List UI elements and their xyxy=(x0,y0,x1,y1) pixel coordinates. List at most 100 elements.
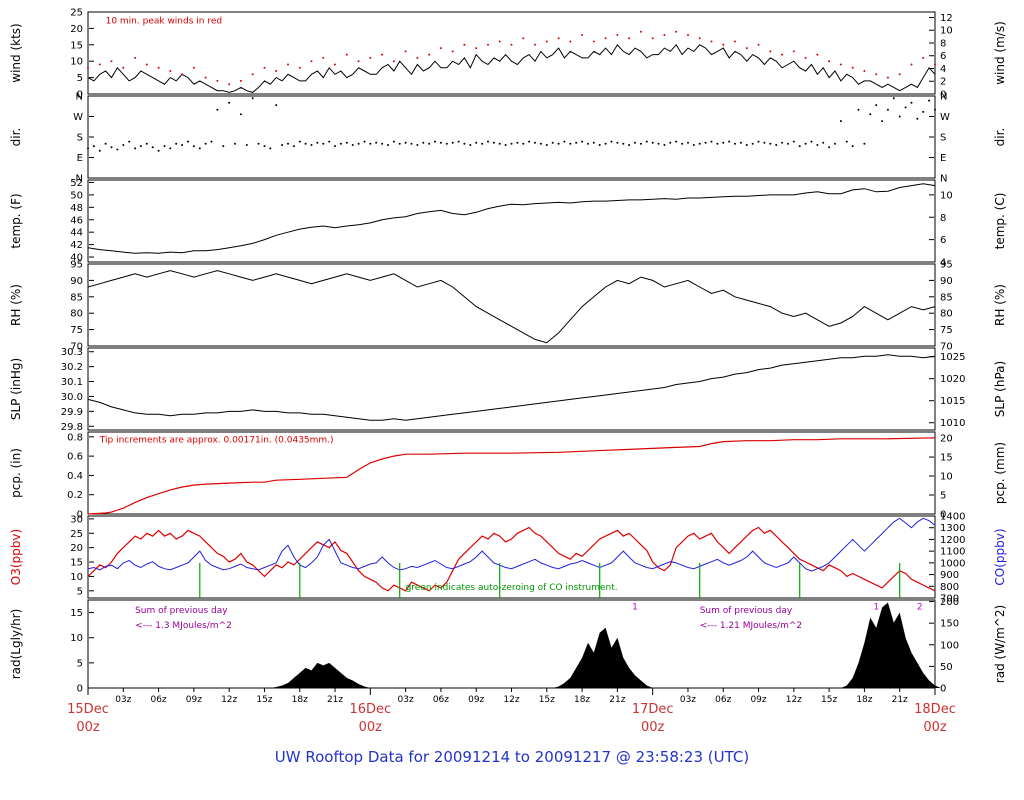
right-tick-label: 1025 xyxy=(940,352,965,363)
left-tick-label: 15 xyxy=(70,558,83,569)
left-tick-label: 40 xyxy=(70,253,83,264)
left-tick-label: 0.8 xyxy=(67,432,83,443)
right-tick-label: 1015 xyxy=(940,396,965,407)
hour-tick-label: 09z xyxy=(468,695,484,705)
right-tick-label: 1010 xyxy=(940,418,965,429)
right-tick-label: 85 xyxy=(940,292,953,303)
series-co-auto-zero-events xyxy=(199,562,901,598)
hour-tick-label: 03z xyxy=(115,695,131,705)
left-tick-label: 29.9 xyxy=(61,407,83,418)
axis-label-dir-right: dir. xyxy=(993,128,1007,147)
annotation: <--- 1.21 MJoules/m^2 xyxy=(700,621,802,631)
right-tick-label: 15 xyxy=(940,453,953,464)
chart-title: UW Rooftop Data for 20091214 to 20091217… xyxy=(275,748,749,766)
right-tick-label: 8 xyxy=(940,213,946,224)
right-tick-label: 0 xyxy=(940,510,946,521)
hour-tick-label: 15z xyxy=(539,695,555,705)
day-time-label: 00z xyxy=(76,720,100,735)
annotation: Sum of previous day xyxy=(135,606,228,616)
left-tick-label: 15 xyxy=(70,40,83,51)
left-tick-label: 95 xyxy=(70,260,83,271)
hour-tick-label: 12z xyxy=(221,695,237,705)
hour-tick-label: 15z xyxy=(256,695,272,705)
hour-tick-label: 09z xyxy=(750,695,766,705)
annotation: 10 min. peak winds in red xyxy=(106,17,223,27)
hour-tick-label: 06z xyxy=(433,695,449,705)
right-tick-label: 12 xyxy=(940,13,953,24)
right-tick-label: 1100 xyxy=(940,547,965,558)
series-relative-humidity xyxy=(87,270,936,344)
series-wind-speed xyxy=(87,43,936,93)
left-tick-label: 75 xyxy=(70,325,83,336)
left-tick-label: 10 xyxy=(70,633,83,644)
left-tick-label: 90 xyxy=(70,276,83,287)
left-tick-label: 20 xyxy=(70,543,83,554)
right-tick-label: 10 xyxy=(940,26,953,37)
left-tick-label: 20 xyxy=(70,24,83,35)
left-tick-label: W xyxy=(73,112,83,123)
series-sea-level-pressure xyxy=(87,354,936,421)
left-tick-label: S xyxy=(77,133,83,144)
axis-label-slp-left: SLP (inHg) xyxy=(9,358,23,420)
hour-tick-label: 18z xyxy=(856,695,872,705)
panel-pcp: 0 0.2 0.4 0.6 0.8 0 5 10 15 20 Tip increments are … xyxy=(9,431,1007,521)
left-tick-label: 0.4 xyxy=(67,471,83,482)
right-tick-label: 700 xyxy=(940,594,959,605)
left-tick-label: 5 xyxy=(77,586,83,597)
left-tick-label: 46 xyxy=(70,215,83,226)
day-label: 17Dec xyxy=(632,702,674,717)
right-tick-label: 800 xyxy=(940,582,959,593)
hour-tick-label: 21z xyxy=(327,695,343,705)
right-tick-label: 4 xyxy=(940,64,946,75)
left-tick-label: N xyxy=(76,92,83,103)
left-tick-label: 15 xyxy=(70,608,83,619)
left-tick-label: 42 xyxy=(70,240,83,251)
axis-label-temp-right: temp. (C) xyxy=(993,193,1007,250)
left-tick-label: 0 xyxy=(77,510,83,521)
left-tick-label: 44 xyxy=(70,228,83,239)
left-tick-label: 29.8 xyxy=(61,422,83,433)
right-tick-label: 200 xyxy=(940,597,959,608)
left-tick-label: 0 xyxy=(77,90,83,101)
left-tick-label: 30.2 xyxy=(61,362,83,373)
hour-tick-label: 18z xyxy=(292,695,308,705)
day-time-label: 00z xyxy=(641,720,665,735)
right-tick-label: 1300 xyxy=(940,523,965,534)
annotation: Tip increments are approx. 0.00171in. (0… xyxy=(99,436,334,446)
hour-tick-label: 03z xyxy=(398,695,414,705)
left-tick-label: 48 xyxy=(70,203,83,214)
hour-tick-label: 21z xyxy=(892,695,908,705)
panel-frame xyxy=(87,11,936,95)
right-tick-label: N xyxy=(940,92,947,103)
hour-tick-label: 06z xyxy=(150,695,166,705)
panel-frame xyxy=(87,95,936,179)
left-tick-label: 0.2 xyxy=(67,490,83,501)
left-tick-label: 5 xyxy=(77,658,83,669)
axis-label-rh-left: RH (%) xyxy=(9,284,23,326)
left-tick-label: 25 xyxy=(70,8,83,19)
right-tick-label: 1020 xyxy=(940,374,965,385)
annotation: 2 xyxy=(917,603,923,613)
hour-tick-label: 18z xyxy=(574,695,590,705)
right-tick-label: 75 xyxy=(940,325,953,336)
right-tick-label: 1000 xyxy=(940,558,965,569)
right-tick-label: E xyxy=(940,153,946,164)
left-tick-label: 30 xyxy=(70,514,83,525)
right-tick-label: 2 xyxy=(940,77,946,88)
axis-label-temp-left: temp. (F) xyxy=(9,193,23,248)
series-carbon-monoxide xyxy=(87,517,936,572)
day-label: 18Dec xyxy=(914,702,956,717)
left-tick-label: 80 xyxy=(70,309,83,320)
hour-tick-label: 12z xyxy=(786,695,802,705)
left-tick-label: 52 xyxy=(70,178,83,189)
left-tick-label: 0 xyxy=(77,684,83,695)
axis-label-slp-right: SLP (hPa) xyxy=(993,361,1007,417)
right-tick-label: 50 xyxy=(940,662,953,673)
right-tick-label: N xyxy=(940,174,947,185)
